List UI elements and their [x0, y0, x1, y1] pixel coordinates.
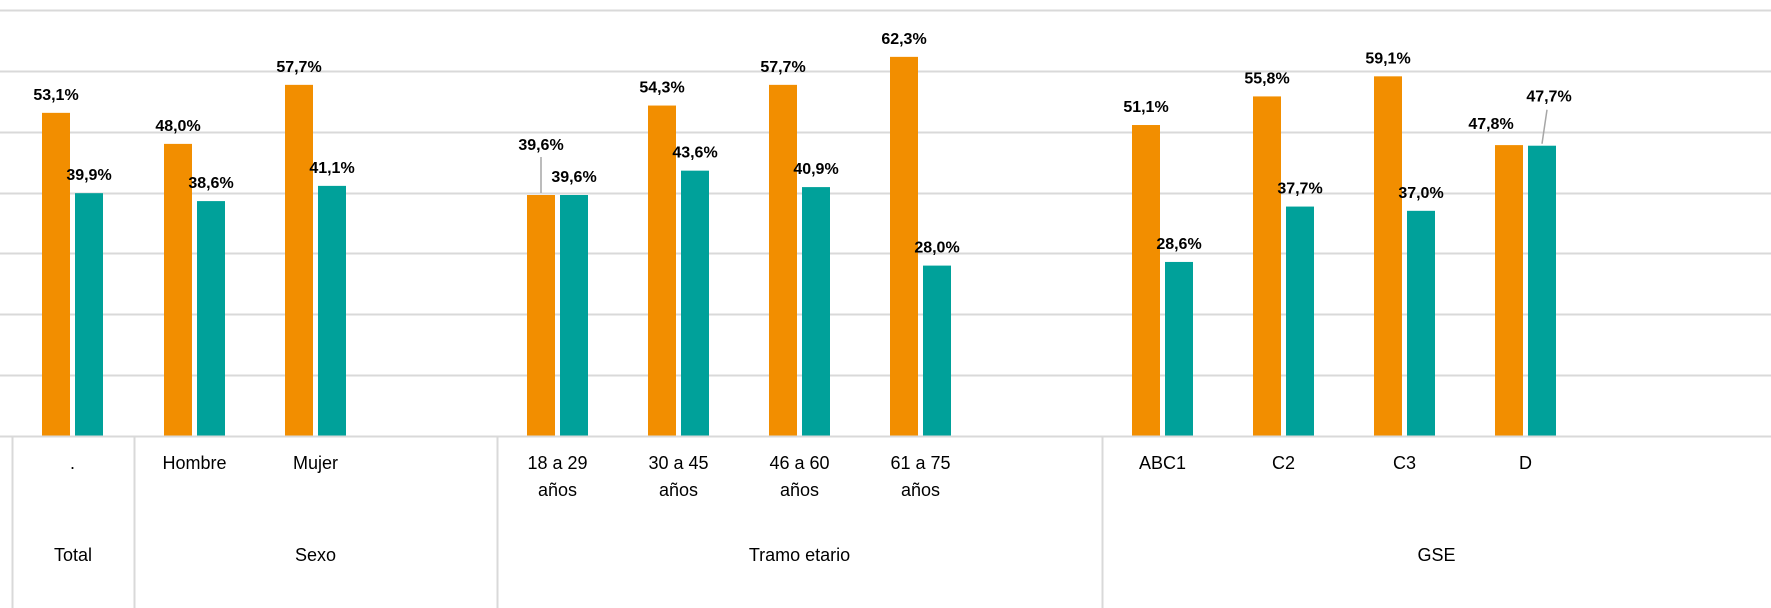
- data-label: 39,6%: [551, 169, 596, 186]
- group-label: Tramo etario: [749, 545, 850, 565]
- tick-label: C3: [1393, 453, 1416, 473]
- data-label: 38,6%: [188, 175, 233, 192]
- data-label: 57,7%: [760, 59, 805, 76]
- bar: [1495, 145, 1523, 437]
- data-label: 28,0%: [914, 240, 959, 257]
- data-label: 54,3%: [639, 80, 684, 97]
- bar: [923, 265, 951, 436]
- data-label: 41,1%: [309, 160, 354, 177]
- bar: [1528, 145, 1556, 436]
- bar: [769, 84, 797, 437]
- tick-label: C2: [1272, 453, 1295, 473]
- bar: [164, 143, 192, 436]
- bar: [890, 56, 918, 437]
- bar: [42, 112, 70, 436]
- bar: [1407, 210, 1435, 436]
- bar: [802, 187, 830, 436]
- data-label: 55,8%: [1244, 70, 1289, 87]
- data-label: 62,3%: [881, 31, 926, 48]
- data-label: 48,0%: [155, 118, 200, 135]
- data-label: 53,1%: [33, 87, 78, 104]
- data-label: 47,8%: [1468, 116, 1513, 133]
- group-label: Sexo: [295, 545, 336, 565]
- bar: [1374, 76, 1402, 436]
- bar: [1132, 125, 1160, 437]
- bar: [75, 193, 103, 436]
- tick-label: D: [1519, 453, 1532, 473]
- bar: [197, 201, 225, 436]
- tick-label: ABC1: [1139, 453, 1186, 473]
- tick-label: 30 a 45: [648, 453, 708, 473]
- data-label: 39,9%: [66, 167, 111, 184]
- tick-label: 18 a 29: [527, 453, 587, 473]
- tick-label: años: [901, 480, 940, 500]
- data-label: 43,6%: [672, 145, 717, 162]
- bar: [648, 105, 676, 436]
- bar: [681, 170, 709, 437]
- data-label: 57,7%: [276, 59, 321, 76]
- group-label: Total: [54, 545, 92, 565]
- data-label: 37,0%: [1398, 185, 1443, 202]
- bar: [1286, 206, 1314, 436]
- bar: [527, 195, 555, 436]
- tick-label: años: [659, 480, 698, 500]
- tick-label: años: [538, 480, 577, 500]
- data-label: 51,1%: [1123, 99, 1168, 116]
- group-label: GSE: [1417, 545, 1455, 565]
- data-label: 59,1%: [1365, 50, 1410, 67]
- data-label: 47,7%: [1526, 89, 1571, 106]
- data-label: 40,9%: [793, 161, 838, 178]
- data-label: 37,7%: [1277, 181, 1322, 198]
- tick-label: 61 a 75: [890, 453, 950, 473]
- tick-label: Mujer: [293, 453, 338, 473]
- tick-label: años: [780, 480, 819, 500]
- bar: [560, 195, 588, 436]
- bar: [1253, 96, 1281, 436]
- leader-line: [1541, 109, 1548, 144]
- bar: [318, 185, 346, 436]
- bar: [285, 84, 313, 437]
- data-label: 28,6%: [1156, 236, 1201, 253]
- data-label: 39,6%: [518, 137, 563, 154]
- tick-label: Hombre: [162, 453, 226, 473]
- bar: [1165, 261, 1193, 436]
- tick-label: 46 a 60: [769, 453, 829, 473]
- tick-label: .: [70, 453, 75, 473]
